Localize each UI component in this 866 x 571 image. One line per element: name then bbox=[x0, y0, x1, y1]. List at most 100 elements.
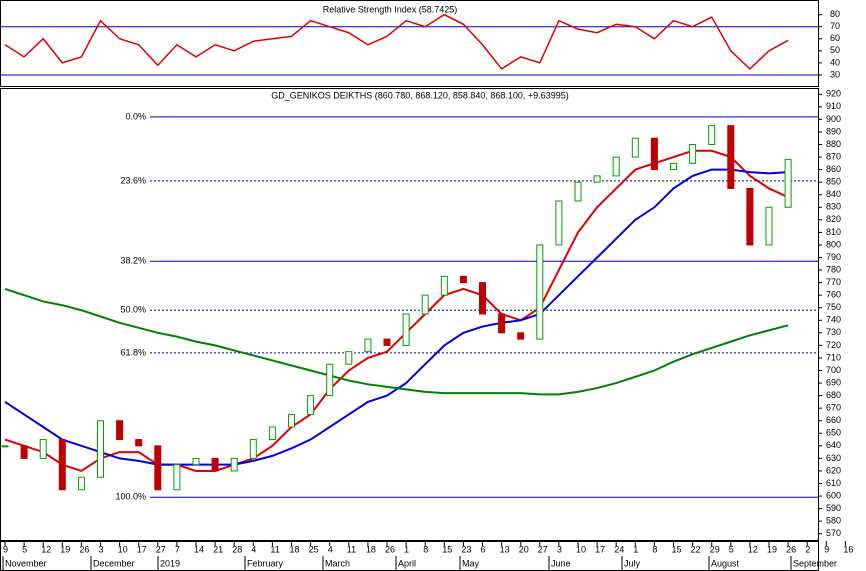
x-tick-label: 11 bbox=[347, 544, 356, 554]
month-label: December bbox=[93, 558, 135, 568]
fib-label: 100.0% bbox=[115, 492, 146, 502]
y-tick-label: 30 bbox=[830, 69, 840, 79]
x-tick-label: 18 bbox=[290, 544, 300, 554]
x-tick-label: 19 bbox=[767, 544, 777, 554]
candle bbox=[192, 457, 200, 466]
y-tick-label: 40 bbox=[830, 57, 840, 67]
price-title: GD_GENIKOS DEIKTHS (860.780, 868.120, 85… bbox=[271, 90, 568, 100]
y-tick-label: 740 bbox=[826, 315, 841, 325]
candle bbox=[670, 162, 677, 171]
candle bbox=[268, 426, 276, 441]
month-label: July bbox=[624, 558, 641, 568]
y-tick-label: 760 bbox=[826, 290, 841, 300]
x-tick-label: 15 bbox=[442, 544, 452, 554]
y-tick-label: 570 bbox=[826, 528, 841, 538]
candle bbox=[574, 181, 582, 202]
candle bbox=[364, 338, 372, 353]
y-tick-label: 640 bbox=[826, 440, 841, 450]
candle bbox=[173, 464, 181, 491]
y-tick-label: 880 bbox=[826, 139, 841, 149]
y-tick-label: 700 bbox=[826, 365, 841, 375]
candle bbox=[288, 413, 295, 428]
month-label: June bbox=[551, 558, 571, 568]
y-tick-label: 860 bbox=[826, 164, 841, 174]
y-tick-label: 770 bbox=[826, 277, 841, 287]
price-panel bbox=[0, 88, 819, 541]
candle bbox=[727, 125, 735, 189]
candle bbox=[784, 158, 792, 208]
x-tick-label: 21 bbox=[213, 544, 223, 554]
candle bbox=[631, 137, 639, 158]
candle bbox=[77, 476, 85, 491]
moving-average bbox=[4, 168, 789, 466]
x-tick-label: 18 bbox=[366, 544, 376, 554]
candle bbox=[249, 439, 257, 459]
candle bbox=[97, 420, 104, 478]
fib-label: 50.0% bbox=[120, 305, 146, 315]
fib-label: 61.8% bbox=[120, 347, 146, 357]
y-tick-label: 80 bbox=[830, 9, 840, 19]
candle bbox=[39, 439, 47, 459]
x-tick-label: 9 bbox=[824, 544, 829, 554]
candle bbox=[1, 445, 9, 448]
y-tick-label: 750 bbox=[826, 302, 841, 312]
x-tick-label: 8 bbox=[652, 544, 657, 554]
candle bbox=[402, 313, 410, 346]
y-tick-label: 920 bbox=[826, 89, 841, 99]
candle bbox=[498, 313, 506, 334]
x-tick-label: 10 bbox=[118, 544, 128, 554]
y-tick-label: 70 bbox=[830, 21, 840, 31]
x-tick-label: 20 bbox=[519, 544, 529, 554]
y-tick-label: 830 bbox=[826, 202, 841, 212]
y-tick-label: 900 bbox=[826, 114, 841, 124]
candle bbox=[689, 144, 697, 164]
candle bbox=[555, 200, 563, 246]
y-tick-label: 730 bbox=[826, 327, 841, 337]
moving-average bbox=[4, 287, 789, 396]
y-tick-label: 590 bbox=[826, 503, 841, 513]
month-label: November bbox=[5, 558, 47, 568]
y-tick-label: 680 bbox=[826, 390, 841, 400]
x-tick-label: 22 bbox=[691, 544, 701, 554]
x-tick-label: 23 bbox=[461, 544, 471, 554]
candle bbox=[307, 395, 315, 415]
x-tick-label: 27 bbox=[156, 544, 166, 554]
y-tick-label: 600 bbox=[826, 490, 841, 500]
rsi-line bbox=[4, 13, 789, 70]
y-tick-label: 620 bbox=[826, 465, 841, 475]
x-tick-label: 13 bbox=[500, 544, 510, 554]
y-tick-label: 820 bbox=[826, 214, 841, 224]
x-tick-label: 26 bbox=[786, 544, 796, 554]
x-tick-label: 3 bbox=[99, 544, 104, 554]
candle bbox=[20, 445, 28, 459]
x-tick-label: 17 bbox=[595, 544, 605, 554]
x-tick-label: 6 bbox=[481, 544, 486, 554]
candle bbox=[536, 244, 544, 340]
y-tick-label: 630 bbox=[826, 453, 841, 463]
candle bbox=[479, 282, 486, 315]
x-tick-label: 16 bbox=[843, 544, 853, 554]
fib-label: 23.6% bbox=[120, 175, 146, 185]
rsi-panel bbox=[0, 0, 819, 87]
y-tick-label: 800 bbox=[826, 239, 841, 249]
candle bbox=[440, 275, 448, 296]
candle bbox=[765, 206, 773, 246]
month-label: 2019 bbox=[160, 558, 180, 568]
y-tick-label: 790 bbox=[826, 252, 841, 262]
x-tick-label: 17 bbox=[137, 544, 147, 554]
candle bbox=[58, 439, 66, 491]
candle bbox=[612, 156, 620, 177]
x-tick-label: 14 bbox=[194, 544, 204, 554]
x-tick-label: 29 bbox=[710, 544, 720, 554]
candle bbox=[211, 457, 219, 472]
y-tick-label: 660 bbox=[826, 415, 841, 425]
month-label: August bbox=[711, 558, 740, 568]
x-tick-label: 7 bbox=[175, 544, 180, 554]
x-tick-label: 3 bbox=[557, 544, 562, 554]
x-tick-label: 19 bbox=[60, 544, 70, 554]
x-tick-label: 1 bbox=[633, 544, 638, 554]
x-tick-label: 12 bbox=[41, 544, 51, 554]
y-tick-label: 870 bbox=[826, 151, 841, 161]
y-tick-label: 690 bbox=[826, 377, 841, 387]
